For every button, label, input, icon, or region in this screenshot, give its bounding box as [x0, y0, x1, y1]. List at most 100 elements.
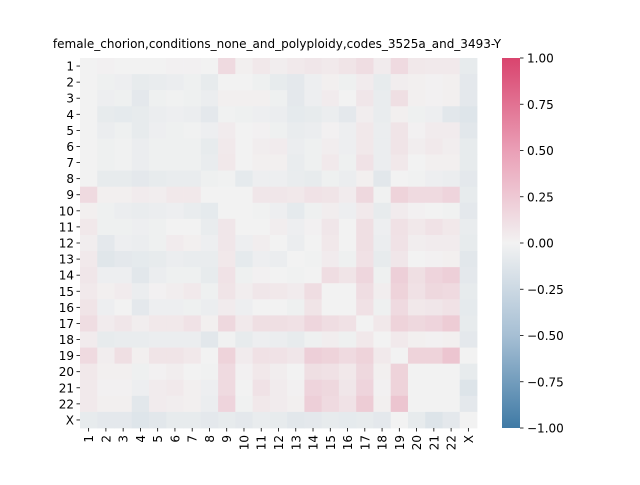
- heatmap-cell: [390, 186, 409, 204]
- heatmap-cell: [149, 170, 167, 188]
- heatmap-cell: [373, 170, 392, 188]
- heatmap-cell: [425, 186, 443, 204]
- heatmap-cell: [407, 138, 426, 155]
- heatmap-cell: [131, 170, 150, 188]
- heatmap-cell: [407, 251, 426, 268]
- heatmap-cell: [97, 138, 115, 155]
- heatmap-cell: [80, 138, 98, 155]
- heatmap-cell: [287, 74, 305, 91]
- heatmap-cell: [442, 138, 461, 155]
- heatmap-cell: [338, 218, 357, 236]
- heatmap-cell: [131, 363, 150, 381]
- heatmap-cell: [200, 267, 219, 284]
- heatmap-cell: [183, 331, 202, 348]
- heatmap-cell: [218, 234, 236, 252]
- heatmap-cell: [373, 331, 392, 348]
- heatmap-cell: [149, 283, 167, 300]
- x-tick-label: 6: [168, 435, 182, 443]
- heatmap-cell: [373, 202, 392, 220]
- heatmap-cell: [287, 234, 305, 252]
- heatmap-cell: [218, 74, 236, 91]
- x-tick-label: 17: [358, 435, 372, 450]
- y-tick-label: 2: [66, 76, 74, 90]
- x-tick-label: 4: [134, 435, 148, 443]
- heatmap-cell: [459, 315, 478, 332]
- heatmap-cell: [80, 347, 98, 365]
- heatmap-cell: [252, 74, 271, 91]
- heatmap-cell: [425, 74, 443, 91]
- heatmap-cell: [200, 347, 219, 365]
- heatmap-cell: [114, 411, 133, 429]
- heatmap-cell: [407, 202, 426, 220]
- heatmap-cell: [149, 138, 167, 155]
- heatmap-cell: [407, 186, 426, 204]
- heatmap-cell: [218, 379, 236, 397]
- heatmap-cell: [252, 363, 271, 381]
- heatmap-cell: [183, 283, 202, 300]
- heatmap-cell: [442, 170, 461, 188]
- heatmap-cell: [390, 395, 409, 413]
- heatmap-cell: [321, 251, 340, 268]
- heatmap-cell: [114, 154, 133, 172]
- heatmap-cell: [407, 122, 426, 139]
- heatmap-cell: [373, 106, 392, 123]
- heatmap-cell: [149, 202, 167, 220]
- heatmap-cell: [287, 315, 305, 332]
- x-tick-label: 15: [324, 435, 338, 450]
- heatmap-cell: [442, 315, 461, 332]
- x-tick-label: 5: [151, 435, 165, 443]
- heatmap-cell: [338, 331, 357, 348]
- heatmap-cell: [131, 106, 150, 123]
- heatmap-cell: [183, 170, 202, 188]
- heatmap-cell: [114, 186, 133, 204]
- heatmap-cell: [218, 267, 236, 284]
- heatmap-cell: [407, 234, 426, 252]
- y-tick-label: 16: [59, 301, 74, 315]
- heatmap-cell: [80, 218, 98, 236]
- heatmap-cell: [235, 218, 254, 236]
- heatmap-cell: [252, 251, 271, 268]
- heatmap-cell: [425, 299, 443, 316]
- heatmap-cell: [235, 58, 254, 75]
- heatmap-cell: [114, 267, 133, 284]
- heatmap-cell: [390, 218, 409, 236]
- heatmap-cell: [218, 202, 236, 220]
- heatmap-cell: [200, 186, 219, 204]
- y-tick-label: X: [66, 413, 74, 427]
- heatmap-cell: [356, 267, 374, 284]
- heatmap-cell: [218, 218, 236, 236]
- heatmap-cell: [425, 122, 443, 139]
- heatmap-cell: [252, 411, 271, 429]
- heatmap-cell: [459, 202, 478, 220]
- heatmap-cell: [166, 379, 184, 397]
- heatmap-cell: [183, 299, 202, 316]
- heatmap-cell: [200, 202, 219, 220]
- colorbar-tick-label: −0.25: [527, 283, 564, 297]
- heatmap-cell: [442, 90, 461, 107]
- x-tick-label: 22: [445, 435, 459, 450]
- heatmap-cell: [373, 58, 392, 75]
- heatmap-cell: [373, 251, 392, 268]
- heatmap-cell: [442, 395, 461, 413]
- colorbar-tick-label: 1.00: [527, 52, 554, 66]
- heatmap-cell: [287, 363, 305, 381]
- heatmap-cell: [131, 58, 150, 75]
- heatmap-cell: [218, 138, 236, 155]
- y-tick-label: 14: [59, 269, 74, 283]
- heatmap-cell: [97, 90, 115, 107]
- x-tick-label: 18: [376, 435, 390, 450]
- heatmap-cell: [200, 379, 219, 397]
- heatmap-cell: [235, 363, 254, 381]
- heatmap-cell: [218, 315, 236, 332]
- heatmap-cell: [287, 218, 305, 236]
- heatmap-cell: [442, 347, 461, 365]
- heatmap-cell: [459, 154, 478, 172]
- heatmap-cell: [149, 106, 167, 123]
- heatmap-cell: [97, 379, 115, 397]
- heatmap-cell: [97, 267, 115, 284]
- heatmap-cell: [218, 170, 236, 188]
- heatmap-cell: [80, 315, 98, 332]
- heatmap-cell: [373, 315, 392, 332]
- heatmap-cell: [425, 395, 443, 413]
